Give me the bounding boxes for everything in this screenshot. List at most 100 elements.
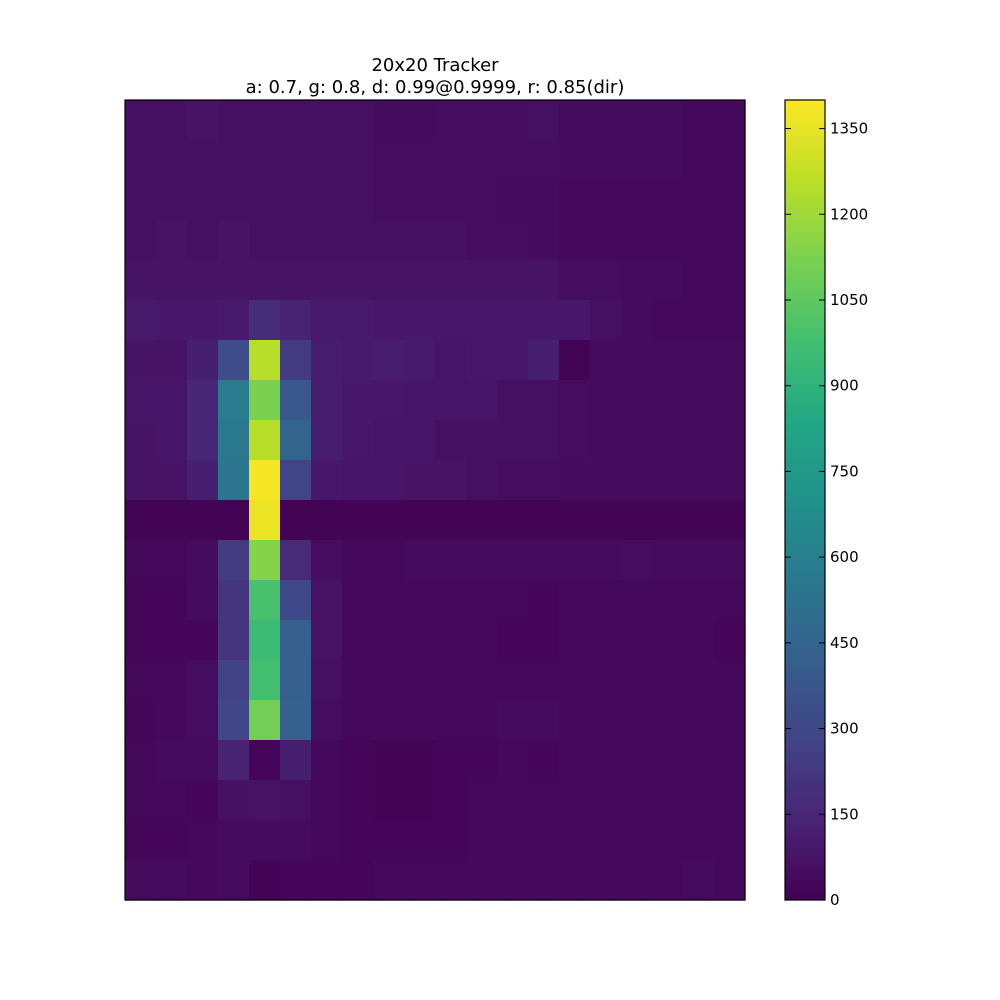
heatmap-cell (714, 540, 746, 581)
heatmap-cell (249, 180, 281, 221)
heatmap-cell (125, 780, 157, 821)
heatmap-cell (714, 700, 746, 741)
heatmap-cell (683, 460, 715, 501)
heatmap-cell (249, 700, 281, 741)
heatmap-cell (435, 180, 467, 221)
heatmap-cell (311, 180, 343, 221)
heatmap-cell (652, 540, 684, 581)
heatmap-cell (528, 580, 560, 621)
heatmap-cell (218, 380, 250, 421)
heatmap-cell (621, 180, 653, 221)
heatmap-cell (466, 580, 498, 621)
heatmap-cell (404, 260, 436, 301)
heatmap-cell (249, 860, 281, 901)
heatmap-cell (683, 700, 715, 741)
heatmap-cell (435, 300, 467, 341)
heatmap-cell (435, 820, 467, 861)
heatmap-cell (404, 700, 436, 741)
heatmap-cell (590, 260, 622, 301)
heatmap-cell (621, 860, 653, 901)
heatmap-cell (218, 300, 250, 341)
heatmap-cell (497, 460, 529, 501)
heatmap-cell (249, 580, 281, 621)
heatmap-cell (497, 220, 529, 261)
heatmap-cell (187, 740, 219, 781)
heatmap-cell (187, 500, 219, 541)
heatmap-cell (621, 220, 653, 261)
heatmap-cell (435, 580, 467, 621)
heatmap-cell (156, 700, 188, 741)
heatmap-cell (435, 860, 467, 901)
heatmap-cell (497, 380, 529, 421)
heatmap-cell (497, 580, 529, 621)
heatmap-cell (404, 460, 436, 501)
heatmap-cell (125, 460, 157, 501)
heatmap-cell (652, 860, 684, 901)
colorbar-tick-label: 900 (830, 377, 859, 395)
heatmap-cell (404, 780, 436, 821)
heatmap-cell (373, 740, 405, 781)
heatmap-cell (435, 500, 467, 541)
colorbar (784, 99, 826, 901)
heatmap-cell (311, 580, 343, 621)
heatmap-cell (373, 460, 405, 501)
colorbar-tick-label: 1050 (830, 291, 868, 309)
chart-subtitle: a: 0.7, g: 0.8, d: 0.99@0.9999, r: 0.85(… (246, 77, 625, 98)
heatmap-cell (714, 820, 746, 861)
heatmap-cell (528, 540, 560, 581)
heatmap-cell (280, 100, 312, 141)
heatmap-cell (156, 220, 188, 261)
heatmap-cell (249, 660, 281, 701)
heatmap-cell (187, 140, 219, 181)
heatmap-cell (590, 340, 622, 381)
colorbar-tick-label: 600 (830, 548, 859, 566)
heatmap-cell (714, 340, 746, 381)
heatmap-cell (714, 260, 746, 301)
heatmap-cell (590, 660, 622, 701)
heatmap-cell (342, 740, 374, 781)
heatmap-cell (714, 140, 746, 181)
heatmap-cell (342, 180, 374, 221)
heatmap-cell (125, 580, 157, 621)
heatmap-cell (187, 460, 219, 501)
heatmap-cell (125, 340, 157, 381)
heatmap-cell (559, 820, 591, 861)
heatmap-cell (528, 260, 560, 301)
heatmap-cell (435, 100, 467, 141)
heatmap-cell (404, 620, 436, 661)
colorbar-tick-label: 300 (830, 720, 859, 738)
heatmap-cell (435, 700, 467, 741)
heatmap-cell (342, 780, 374, 821)
heatmap-cell (559, 860, 591, 901)
heatmap-cell (714, 860, 746, 901)
heatmap-cell (187, 540, 219, 581)
heatmap-cell (466, 300, 498, 341)
heatmap-cell (683, 100, 715, 141)
heatmap-cell (652, 820, 684, 861)
heatmap-cell (590, 820, 622, 861)
heatmap-cell (125, 420, 157, 461)
heatmap-cell (683, 420, 715, 461)
heatmap-cell (559, 180, 591, 221)
heatmap-cell (652, 420, 684, 461)
heatmap-cell (683, 540, 715, 581)
heatmap-cell (404, 420, 436, 461)
heatmap-cell (497, 100, 529, 141)
heatmap-cell (373, 180, 405, 221)
heatmap-cell (435, 620, 467, 661)
heatmap-cell (559, 620, 591, 661)
heatmap-cell (125, 860, 157, 901)
heatmap-cell (683, 380, 715, 421)
heatmap-cell (466, 220, 498, 261)
heatmap-cell (497, 420, 529, 461)
heatmap-cell (683, 580, 715, 621)
heatmap-cell (559, 220, 591, 261)
heatmap-cell (156, 300, 188, 341)
heatmap-cell (187, 620, 219, 661)
heatmap-cell (559, 540, 591, 581)
heatmap-cell (497, 300, 529, 341)
heatmap-cell (466, 260, 498, 301)
heatmap-cell (714, 660, 746, 701)
heatmap-cell (466, 660, 498, 701)
colorbar-tick-label: 1200 (830, 205, 868, 223)
